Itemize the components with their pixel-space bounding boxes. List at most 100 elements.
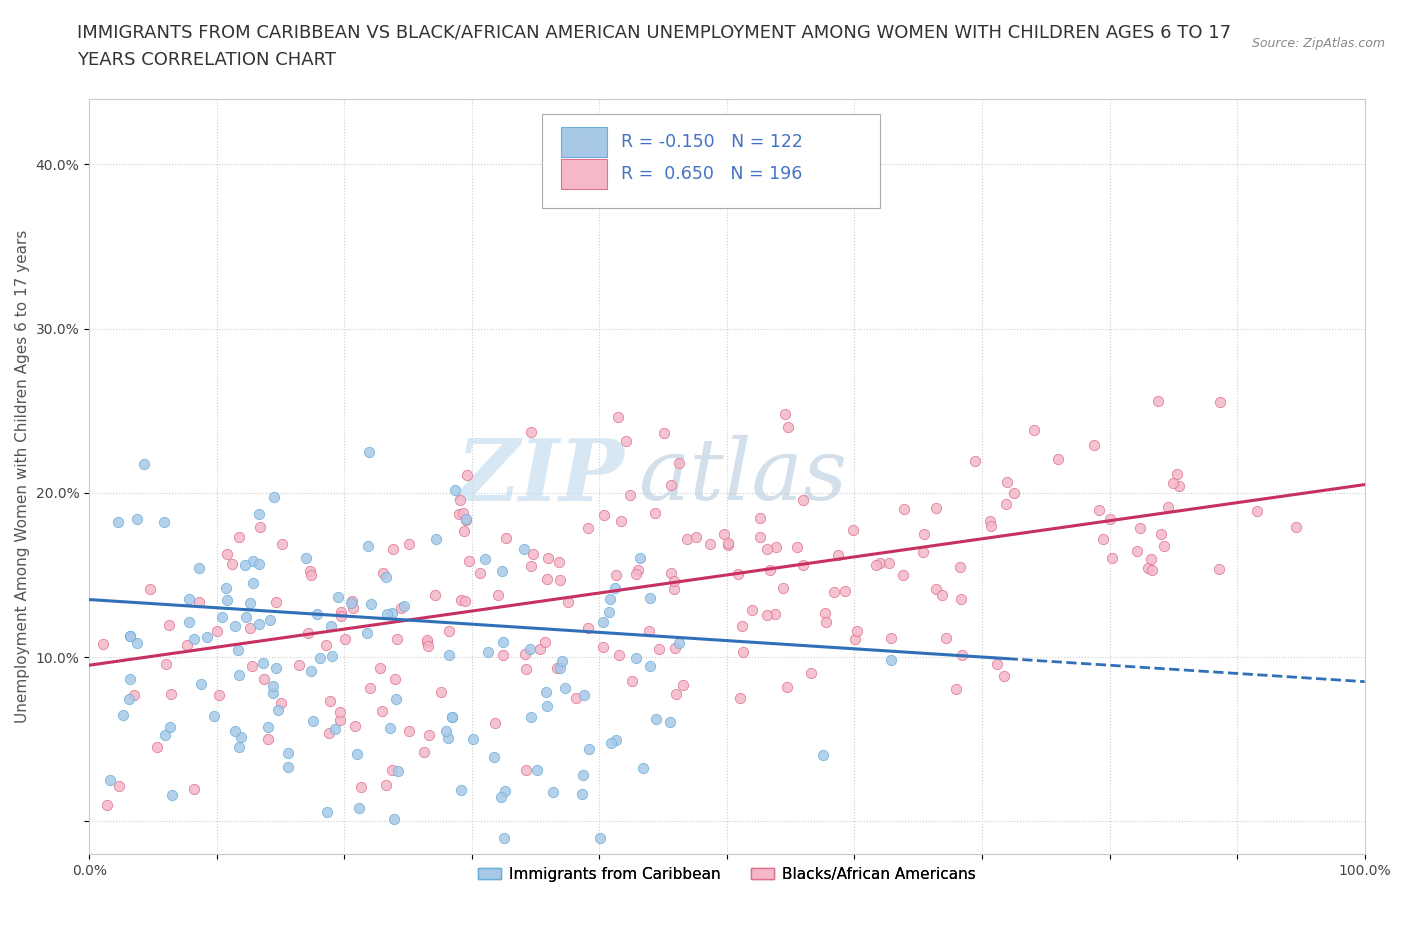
Point [387, 764, 409, 778]
Point [239, 620, 262, 635]
Point [381, 542, 404, 557]
Point [450, 783, 472, 798]
Point [879, 556, 901, 571]
Point [986, 657, 1008, 671]
Point [456, 468, 478, 483]
Point [155, 657, 177, 671]
Point [307, 607, 329, 622]
Point [132, 457, 155, 472]
Point [215, 547, 238, 562]
Point [644, 506, 666, 521]
Point [763, 607, 786, 622]
Point [536, 699, 558, 714]
Point [515, 661, 537, 676]
Point [1140, 551, 1163, 566]
Point [1161, 476, 1184, 491]
Point [350, 779, 373, 794]
Point [645, 712, 668, 727]
Point [592, 639, 614, 654]
Point [576, 521, 599, 536]
Point [891, 567, 914, 582]
Point [1167, 479, 1189, 494]
Text: atlas: atlas [638, 435, 846, 518]
Point [578, 741, 600, 756]
Point [262, 679, 284, 694]
Point [658, 715, 681, 730]
Point [453, 505, 475, 520]
Point [249, 507, 271, 522]
Point [153, 727, 176, 742]
Point [565, 691, 588, 706]
Point [224, 724, 246, 738]
Point [384, 671, 406, 686]
Point [416, 635, 439, 650]
Point [979, 514, 1001, 529]
Point [519, 424, 541, 439]
Point [550, 661, 572, 676]
Point [375, 606, 398, 621]
Point [557, 595, 579, 610]
Point [325, 722, 347, 737]
Point [624, 650, 647, 665]
Point [177, 615, 200, 630]
Point [247, 617, 270, 631]
Point [513, 541, 536, 556]
Point [153, 514, 176, 529]
FancyBboxPatch shape [561, 126, 607, 157]
Point [638, 591, 661, 605]
Point [664, 581, 686, 596]
Point [270, 696, 292, 711]
Point [188, 561, 211, 576]
Point [440, 710, 463, 724]
Point [398, 537, 420, 551]
Point [302, 714, 325, 729]
Point [1142, 563, 1164, 578]
Point [1129, 521, 1152, 536]
Point [662, 573, 685, 588]
Point [925, 581, 948, 596]
Point [176, 638, 198, 653]
Point [249, 520, 271, 535]
Point [346, 746, 368, 761]
Point [385, 691, 408, 706]
Point [482, 749, 505, 764]
Point [319, 694, 342, 709]
Point [893, 502, 915, 517]
Point [329, 704, 352, 719]
Point [447, 507, 470, 522]
Point [668, 636, 690, 651]
Point [430, 684, 453, 699]
Text: IMMIGRANTS FROM CARIBBEAN VS BLACK/AFRICAN AMERICAN UNEMPLOYMENT AMONG WOMEN WIT: IMMIGRANTS FROM CARIBBEAN VS BLACK/AFRIC… [77, 23, 1232, 41]
Point [814, 615, 837, 630]
Point [1002, 485, 1025, 500]
Point [344, 719, 367, 734]
Point [494, 784, 516, 799]
Point [226, 643, 249, 658]
Point [628, 551, 651, 565]
Point [242, 575, 264, 590]
Point [614, 434, 637, 449]
Point [912, 526, 935, 541]
Point [373, 565, 395, 580]
Point [536, 572, 558, 587]
Point [217, 592, 239, 607]
Point [1083, 438, 1105, 453]
Point [772, 581, 794, 596]
Point [880, 653, 903, 668]
Point [257, 731, 280, 746]
Point [713, 526, 735, 541]
Point [717, 536, 740, 551]
Point [449, 493, 471, 508]
Point [267, 703, 290, 718]
Point [534, 684, 557, 699]
Point [792, 493, 814, 508]
Point [547, 554, 569, 569]
Point [834, 584, 856, 599]
Point [463, 732, 485, 747]
Point [731, 619, 754, 634]
Point [865, 557, 887, 572]
Point [672, 678, 695, 693]
Point [676, 531, 699, 546]
Point [1150, 526, 1173, 541]
Text: R = -0.150   N = 122: R = -0.150 N = 122 [621, 133, 803, 151]
